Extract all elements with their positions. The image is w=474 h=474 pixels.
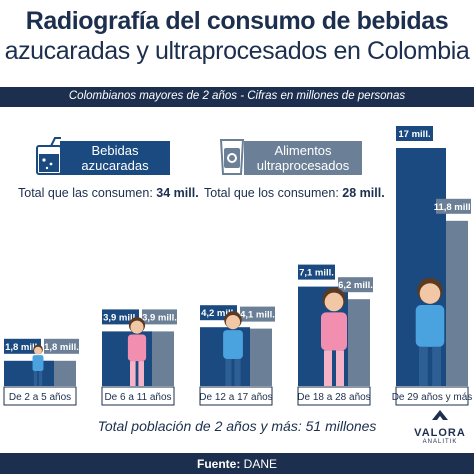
person-figure-1-leg-left bbox=[130, 361, 136, 386]
data-label-ultra-box-2 bbox=[240, 306, 275, 322]
data-label-sugar-2: 4,2 mill. bbox=[201, 308, 236, 319]
person-figure-3-head bbox=[324, 292, 344, 312]
total-ultra-value: 28 mill. bbox=[342, 186, 385, 200]
page-title: Radiografía del consumo de bebidas azuca… bbox=[0, 6, 474, 66]
person-figure-4-torso bbox=[415, 305, 445, 347]
data-label-ultra-box-1 bbox=[142, 309, 177, 325]
legend-sugar-line1: Bebidas bbox=[91, 143, 139, 158]
category-label-0: De 2 a 5 años bbox=[9, 392, 71, 403]
data-label-ultra-4: 11,8 mill. bbox=[434, 202, 474, 213]
population-note: Total población de 2 años y más: 51 mill… bbox=[97, 418, 377, 434]
total-ultra: Total que los consumen: 28 mill. bbox=[204, 186, 385, 200]
total-sugar-label: Total que las consumen: bbox=[18, 186, 153, 200]
data-label-sugar-box-0 bbox=[4, 338, 41, 354]
data-label-sugar-3: 7,1 mill. bbox=[299, 268, 334, 279]
brand-logo: VALORA ANALITIK bbox=[410, 408, 470, 445]
person-figure-3-torso bbox=[321, 312, 347, 351]
legend-sugar-drinks: Bebidas azucaradas bbox=[60, 141, 170, 175]
person-figure-0-torso bbox=[32, 355, 44, 372]
person-figure-1-leg-right bbox=[138, 361, 144, 386]
title-line-2: azucaradas y ultraprocesados en Colombia bbox=[4, 37, 470, 65]
data-label-ultra-3: 6,2 mill. bbox=[338, 280, 373, 291]
data-label-ultra-1: 3,9 mill. bbox=[142, 312, 177, 323]
person-figure-3 bbox=[321, 287, 347, 386]
total-ultra-label: Total que los consumen: bbox=[204, 186, 339, 200]
data-label-sugar-box-3 bbox=[298, 264, 335, 280]
data-label-ultra-box-3 bbox=[338, 277, 373, 293]
category-box-3 bbox=[297, 386, 371, 406]
category-label-1: De 6 a 11 años bbox=[104, 392, 171, 403]
source-value: DANE bbox=[243, 457, 278, 471]
person-figure-4-leg-left bbox=[419, 346, 428, 386]
person-figure-0-leg-left bbox=[33, 371, 38, 386]
data-label-sugar-box-1 bbox=[102, 309, 139, 325]
legend-ultra-line1: Alimentos bbox=[274, 143, 332, 158]
person-figure-0-head bbox=[34, 346, 42, 355]
legend-ultraprocessed: Alimentos ultraprocesados bbox=[244, 141, 362, 175]
data-label-ultra-2: 4,1 mill. bbox=[240, 310, 275, 321]
valora-logo-icon bbox=[432, 410, 448, 420]
category-box-4 bbox=[395, 386, 469, 406]
soda-cup-icon bbox=[36, 137, 62, 175]
category-label-2: De 12 a 17 años bbox=[199, 392, 272, 403]
legend-sugar-line2: azucaradas bbox=[81, 158, 149, 173]
person-figure-2-leg-right bbox=[234, 358, 241, 386]
snack-bag-icon bbox=[219, 139, 245, 175]
person-figure-3-leg-left bbox=[324, 350, 332, 386]
person-figure-4-head bbox=[419, 283, 441, 304]
person-figure-0 bbox=[32, 344, 44, 386]
person-figure-1 bbox=[127, 317, 147, 386]
category-box-2 bbox=[199, 386, 273, 406]
data-label-sugar-box-4 bbox=[396, 126, 433, 141]
data-label-sugar-4: 17 mill. bbox=[398, 129, 430, 140]
source-band: Fuente: DANE bbox=[0, 453, 474, 474]
legend-ultra-line2: ultraprocesados bbox=[256, 158, 350, 173]
brand-tagline: ANALITIK bbox=[422, 439, 458, 445]
data-label-ultra-0: 1,8 mill. bbox=[44, 342, 79, 353]
person-figure-4-leg-right bbox=[432, 346, 441, 386]
total-sugar: Total que las consumen: 34 mill. bbox=[18, 186, 199, 200]
data-label-ultra-box-0 bbox=[44, 338, 79, 354]
person-figure-1-head bbox=[130, 320, 144, 334]
subtitle-band: Colombianos mayores de 2 años - Cifras e… bbox=[0, 87, 474, 107]
person-figure-2-head bbox=[225, 315, 241, 330]
person-figure-0-leg-right bbox=[38, 371, 43, 386]
person-figure-2 bbox=[223, 311, 243, 386]
brand-name: VALORA bbox=[414, 427, 466, 439]
person-figure-4 bbox=[415, 277, 445, 386]
person-figure-2-torso bbox=[223, 330, 243, 359]
data-label-sugar-0: 1,8 mill. bbox=[5, 342, 40, 353]
source-label: Fuente: bbox=[196, 457, 241, 471]
data-label-ultra-box-4 bbox=[436, 198, 471, 214]
bar-sugar-0 bbox=[4, 360, 54, 386]
person-figure-3-leg-right bbox=[336, 350, 344, 386]
person-figure-2-leg-left bbox=[225, 358, 232, 386]
person-figure-1-torso bbox=[127, 334, 147, 362]
category-box-0 bbox=[3, 386, 77, 406]
category-label-4: De 29 años y más bbox=[392, 392, 473, 403]
category-label-3: De 18 a 28 años bbox=[297, 392, 370, 403]
data-label-sugar-1: 3,9 mill. bbox=[103, 312, 138, 323]
category-box-1 bbox=[101, 386, 175, 406]
total-sugar-value: 34 mill. bbox=[156, 186, 199, 200]
subtitle: Colombianos mayores de 2 años - Cifras e… bbox=[68, 90, 406, 102]
title-line-1: Radiografía del consumo de bebidas bbox=[25, 7, 449, 35]
